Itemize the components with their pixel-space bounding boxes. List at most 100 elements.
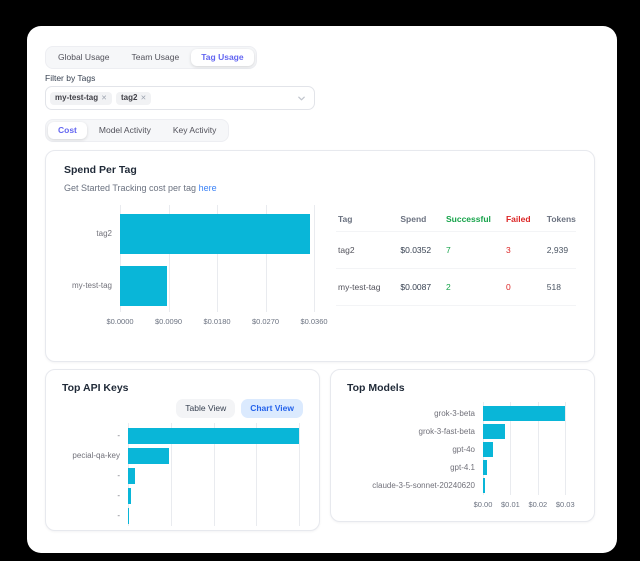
cell-successful: 2 [443, 268, 504, 306]
tab-tag-usage[interactable]: Tag Usage [191, 49, 254, 66]
bar-track [483, 442, 568, 458]
x-tick-label: $0.03 [555, 499, 575, 509]
x-axis: $0.0000 $0.0090 $0.0180 $0.0270 $0.0360 [106, 316, 327, 329]
cell-spend: $0.0087 [398, 268, 444, 306]
category-label: - [117, 430, 120, 440]
x-tick-label: $0.0090 [154, 316, 183, 326]
x-tick-label: $0.0270 [251, 316, 280, 326]
primary-tabs: Global Usage Team Usage Tag Usage [45, 46, 257, 69]
tab-model-activity[interactable]: Model Activity [89, 122, 161, 139]
category-label: - [117, 470, 120, 480]
category-label: - [117, 490, 120, 500]
x-tick-label: $0.0360 [300, 316, 328, 326]
chart-plot-area: - pecial-qa-key - - - [62, 422, 303, 526]
view-toggle: Table View Chart View [62, 398, 303, 418]
top-models-chart: grok-3-beta grok-3-fast-beta gpt-4o gpt-4.1… [347, 401, 578, 512]
chart-row: - [62, 506, 303, 526]
gridline [213, 422, 215, 526]
x-tick-label: $0.00 [473, 499, 493, 509]
gridline [256, 422, 258, 526]
bar-top-api-keys-2 [128, 467, 136, 484]
top-models-card: Top Models grok-3-beta grok-3-fast-beta gp… [330, 369, 595, 522]
tag-chip-tag2[interactable]: tag2 ✕ [116, 91, 152, 105]
gridline [537, 401, 539, 495]
api-keys-card-title: Top API Keys [62, 382, 129, 394]
bar-my-test-tag [120, 265, 167, 306]
remove-tag-icon[interactable]: ✕ [140, 94, 147, 102]
category-label: claude-3-5-sonnet-20240620 [372, 480, 475, 490]
spend-card-subtitle: Get Started Tracking cost per tag here [64, 183, 576, 193]
chart-view-button[interactable]: Chart View [241, 398, 303, 418]
bar-top-api-keys-3 [128, 487, 132, 504]
bar-track [128, 447, 299, 464]
category-label: gpt-4o [452, 444, 475, 454]
bar-track [128, 507, 299, 524]
chart-gridlines [120, 204, 315, 312]
table-view-button[interactable]: Table View [176, 398, 236, 418]
bar-top-api-keys-0 [128, 427, 299, 444]
cell-successful: 7 [443, 231, 504, 269]
gridline [217, 204, 218, 312]
here-link[interactable]: here [198, 182, 217, 193]
chart-row: - [62, 486, 303, 506]
bar-grok-3-beta [483, 406, 566, 422]
chart-row: grok-3-beta [347, 405, 578, 423]
bar-track [120, 213, 314, 254]
spend-card-title: Spend Per Tag [64, 164, 137, 176]
chart-row: grok-3-fast-beta [347, 423, 578, 441]
spend-table: Tag Spend Successful Failed Tokens tag2 $0.03… [336, 209, 576, 306]
chart-row: pecial-qa-key [62, 446, 303, 466]
tag-chip-label: my-test-tag [55, 93, 99, 102]
table-header-row: Tag Spend Successful Failed Tokens [336, 209, 576, 232]
chevron-down-icon[interactable] [297, 94, 306, 103]
category-label: grok-3-fast-beta [418, 426, 475, 436]
chart-row: gpt-4.1 [347, 459, 578, 477]
chart-plot-area: tag2 my-test-tag [64, 204, 322, 312]
bar-gpt-4o [483, 442, 494, 458]
column-header-tokens: Tokens [544, 209, 576, 232]
category-label: tag2 [96, 228, 112, 238]
gridline [170, 422, 172, 526]
tag-chip-label: tag2 [121, 93, 138, 102]
bar-track [483, 478, 568, 494]
category-label: pecial-qa-key [72, 450, 120, 460]
x-tick-label: $0.01 [501, 499, 520, 509]
spend-per-tag-card: Spend Per Tag Get Started Tracking cost … [45, 150, 595, 362]
gridline [299, 422, 300, 526]
top-api-keys-chart: - pecial-qa-key - - - [62, 422, 303, 526]
bar-track [483, 424, 568, 440]
chart-row: claude-3-5-sonnet-20240620 [347, 477, 578, 495]
tab-team-usage[interactable]: Team Usage [122, 49, 190, 66]
chart-row: - [62, 426, 303, 446]
category-label: grok-3-beta [434, 408, 475, 418]
tag-filter-select[interactable]: my-test-tag ✕ tag2 ✕ [45, 86, 315, 110]
chart-plot-area: grok-3-beta grok-3-fast-beta gpt-4o gpt-4.1… [347, 401, 578, 495]
spend-card-content: tag2 my-test-tag $0.0000 $0.0090 $0.0180 $0.0… [64, 204, 576, 329]
cell-tag: my-test-tag [336, 268, 399, 306]
tag-chip-my-test-tag[interactable]: my-test-tag ✕ [50, 91, 112, 105]
usage-dashboard-window: Global Usage Team Usage Tag Usage Filter b… [27, 26, 617, 553]
filter-by-tags-label: Filter by Tags [45, 73, 96, 83]
bar-track [483, 406, 568, 422]
cell-failed: 3 [503, 231, 545, 269]
spend-table-wrap: Tag Spend Successful Failed Tokens tag2 $0.03… [336, 209, 576, 329]
tab-cost[interactable]: Cost [48, 122, 87, 139]
cell-tokens: 518 [544, 268, 576, 306]
bar-track [128, 427, 299, 444]
category-label: my-test-tag [71, 280, 112, 290]
column-header-successful: Successful [443, 209, 504, 232]
x-tick-label: $0.02 [528, 499, 548, 509]
chart-row: my-test-tag [64, 260, 322, 312]
tab-global-usage[interactable]: Global Usage [48, 49, 120, 66]
gridline [314, 204, 315, 312]
category-label: gpt-4.1 [450, 462, 475, 472]
gridline [265, 204, 267, 312]
bar-track [128, 467, 299, 484]
bar-grok-3-fast-beta [483, 424, 506, 440]
remove-tag-icon[interactable]: ✕ [101, 94, 107, 102]
subtitle-text: Get Started Tracking cost per tag [64, 182, 199, 193]
tab-key-activity[interactable]: Key Activity [163, 122, 226, 139]
spend-per-tag-chart: tag2 my-test-tag $0.0000 $0.0090 $0.0180 $0.0… [64, 204, 328, 329]
column-header-failed: Failed [503, 209, 545, 232]
bar-track [120, 265, 314, 306]
